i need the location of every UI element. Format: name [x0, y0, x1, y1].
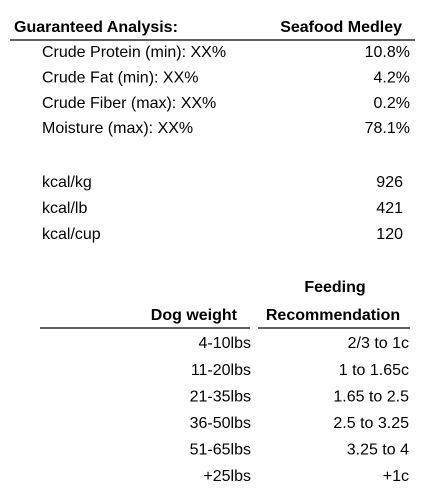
- analysis-header-right: Seafood Medley: [280, 19, 402, 36]
- feeding-amount: 1.65 to 2.5: [333, 388, 409, 405]
- feeding-amount: 2/3 to 1c: [348, 335, 409, 352]
- nutrient-label: Crude Fiber (max): XX%: [42, 95, 216, 112]
- energy-value: 421: [376, 200, 403, 217]
- feeding-amount: 1 to 1.65c: [339, 362, 409, 379]
- feeding-amount: 2.5 to 3.25: [333, 415, 409, 432]
- dog-weight: 36-50lbs: [190, 415, 251, 432]
- feeding-amount: +1c: [383, 468, 409, 485]
- dog-weight: +25lbs: [203, 468, 251, 485]
- nutrient-label: Crude Fat (min): XX%: [42, 70, 198, 87]
- dog-weight: 51-65lbs: [190, 442, 251, 459]
- nutrient-value: 4.2%: [374, 70, 410, 87]
- feeding-amount: 3.25 to 4: [347, 442, 409, 459]
- feeding-header-top: Feeding: [304, 279, 365, 296]
- energy-label: kcal/kg: [42, 174, 92, 191]
- analysis-header-left: Guaranteed Analysis:: [14, 19, 178, 36]
- energy-value: 120: [376, 226, 403, 243]
- energy-value: 926: [376, 174, 403, 191]
- nutrient-value: 0.2%: [374, 95, 410, 112]
- energy-label: kcal/lb: [42, 200, 87, 217]
- dog-weight: 21-35lbs: [190, 388, 251, 405]
- nutrient-value: 78.1%: [365, 120, 410, 137]
- nutrient-label: Crude Protein (min): XX%: [42, 44, 226, 61]
- feeding-header-left: Dog weight: [151, 307, 238, 324]
- dog-weight: 11-20lbs: [191, 362, 251, 379]
- energy-label: kcal/cup: [42, 226, 101, 243]
- dog-weight: 4-10lbs: [199, 335, 251, 352]
- nutrient-value: 10.8%: [365, 44, 410, 61]
- nutrient-label: Moisture (max): XX%: [42, 120, 193, 137]
- feeding-header-right: Recommendation: [266, 307, 400, 324]
